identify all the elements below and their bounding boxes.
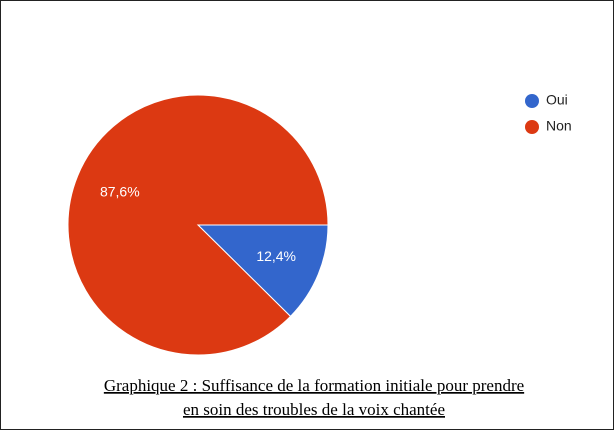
- legend-marker: [525, 94, 539, 108]
- legend-marker: [525, 120, 539, 134]
- slice-label: 12,4%: [256, 248, 296, 264]
- caption-line: Graphique 2 : Suffisance de la formation…: [104, 376, 524, 395]
- caption-line: en soin des troubles de la voix chantée: [183, 400, 445, 419]
- legend-label: Oui: [546, 92, 568, 108]
- slice-label: 87,6%: [100, 184, 140, 200]
- pie-slice: [196, 224, 329, 318]
- legend-label: Non: [546, 118, 572, 134]
- pie-slice: [67, 94, 329, 356]
